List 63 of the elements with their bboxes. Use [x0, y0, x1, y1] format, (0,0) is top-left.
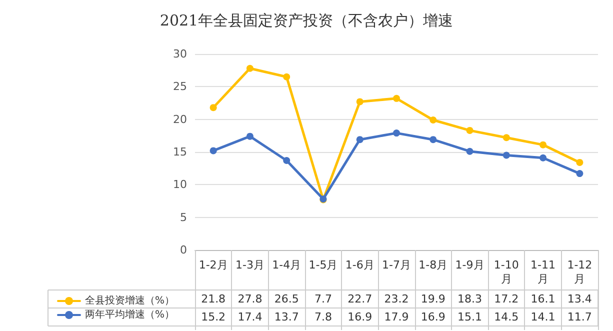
- data-label: 17.9: [384, 310, 409, 324]
- point: [540, 141, 547, 148]
- data-label: 23.2: [384, 292, 409, 306]
- data-label: 17.2: [494, 292, 519, 306]
- y-tick-label: 20: [173, 112, 187, 126]
- x-tick-label: 1-9月: [455, 258, 484, 272]
- x-tick-label: 1-6月: [345, 258, 374, 272]
- point: [393, 130, 400, 137]
- point: [430, 136, 437, 144]
- x-tick-label: 1-2月: [198, 258, 228, 272]
- point: [502, 134, 510, 142]
- data-label: 16.9: [420, 310, 446, 324]
- point: [356, 98, 364, 106]
- data-label: 19.9: [420, 292, 446, 306]
- y-tick-label: 30: [173, 48, 187, 60]
- data-label: 13.7: [274, 310, 299, 324]
- data-label: 7.8: [314, 310, 332, 324]
- x-tick-label: 1-8月: [418, 258, 448, 272]
- point: [466, 126, 474, 134]
- y-tick-label: 0: [180, 244, 187, 256]
- point: [356, 136, 364, 144]
- x-tick-label: 1-7月: [382, 258, 411, 272]
- data-label: 13.4: [567, 292, 592, 306]
- y-tick-label: 5: [180, 210, 187, 224]
- y-tick-label: 10: [173, 178, 187, 192]
- point: [576, 158, 584, 166]
- legend-label: 全县投资增速（%）: [85, 294, 175, 306]
- legend-label: 两年平均增速（%）: [85, 308, 175, 320]
- chart-title: 2021年全县固定资产投资（不含农户）增速: [160, 12, 454, 30]
- data-label: 21.8: [201, 292, 226, 306]
- point: [283, 73, 290, 80]
- data-label: 16.9: [348, 310, 372, 324]
- data-label: 27.8: [238, 292, 262, 306]
- data-label: 26.5: [274, 292, 299, 306]
- data-label: 15.2: [201, 310, 226, 324]
- data-label: 16.1: [530, 292, 556, 306]
- point: [430, 116, 437, 124]
- data-label: 7.7: [314, 292, 332, 306]
- point: [210, 104, 217, 112]
- point: [502, 152, 510, 159]
- data-label: 11.7: [567, 310, 592, 324]
- point: [283, 156, 290, 164]
- point: [466, 148, 474, 155]
- x-tick-label: 1-4月: [272, 258, 302, 272]
- data-label: 15.1: [458, 310, 482, 324]
- x-tick-label: 1-12月: [567, 258, 592, 286]
- data-label: 22.7: [348, 292, 372, 306]
- x-tick-label: 1-3月: [235, 258, 264, 272]
- point: [246, 132, 254, 140]
- point: [540, 154, 547, 162]
- x-tick-label: 1-11月: [530, 258, 556, 286]
- data-label: 14.5: [494, 310, 519, 324]
- x-tick-label: 1-10月: [494, 258, 519, 286]
- data-label: 17.4: [238, 310, 262, 324]
- data-label: 14.1: [530, 310, 556, 324]
- y-tick-label: 25: [173, 80, 187, 94]
- x-tick-label: 1-5月: [308, 258, 338, 272]
- point: [393, 94, 400, 102]
- data-label: 18.3: [458, 292, 482, 306]
- point: [246, 64, 254, 72]
- point: [210, 147, 217, 154]
- point: [576, 170, 584, 178]
- y-tick-label: 15: [173, 146, 187, 158]
